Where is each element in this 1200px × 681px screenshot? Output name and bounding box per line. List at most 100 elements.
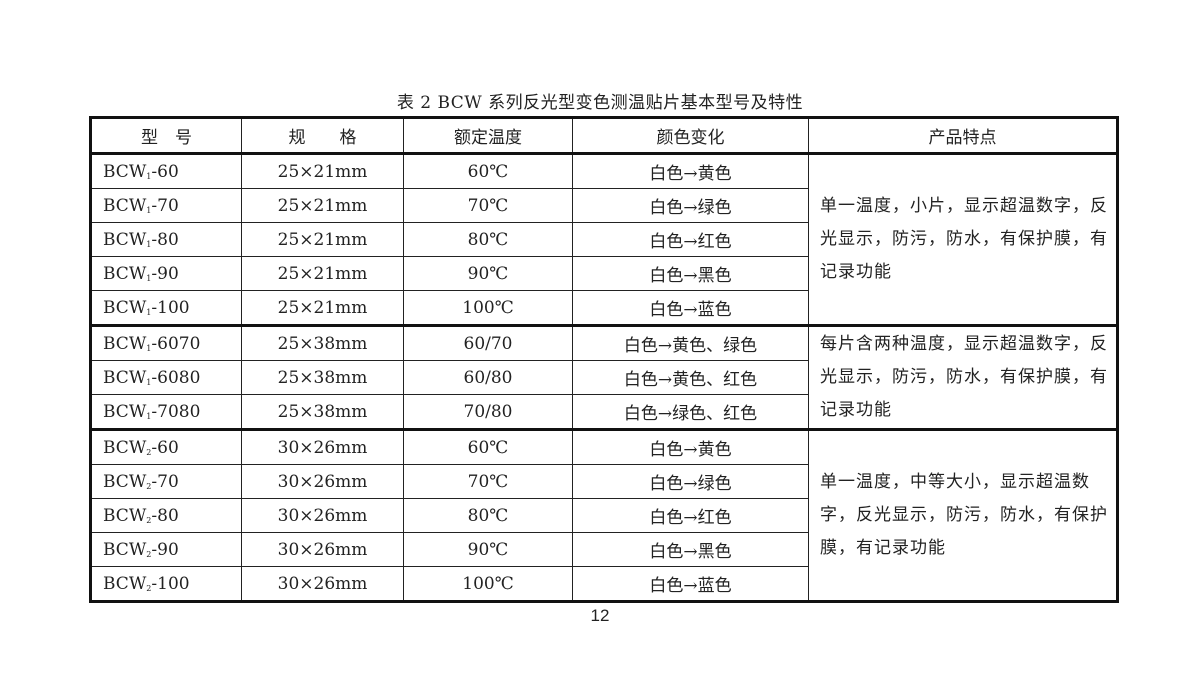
rated-temp-cell: 70℃	[403, 464, 573, 499]
table-row: BCW1-70 25×21mm 70℃ 白色→绿色	[90, 188, 1118, 223]
model-cell: BCW1-100	[90, 290, 242, 326]
table-row: BCW1-80 25×21mm 80℃ 白色→红色	[90, 222, 1118, 257]
model-subscript: 2	[146, 447, 152, 457]
size-cell: 30×26mm	[241, 566, 404, 602]
rated-temp-cell: 100℃	[403, 290, 573, 326]
color-change-cell: 白色→黑色	[572, 532, 809, 567]
rated-temp-cell: 60℃	[403, 153, 573, 189]
model-prefix: BCW	[103, 161, 147, 182]
model-suffix: -80	[151, 505, 179, 526]
model-cell: BCW2-100	[90, 566, 242, 602]
model-cell: BCW1-7080	[90, 394, 242, 430]
table-header-row: 型 号 规 格 额定温度 颜色变化 产品特点	[90, 117, 1119, 155]
model-prefix: BCW	[103, 297, 147, 318]
table-title: 表 2 BCW 系列反光型变色测温贴片基本型号及特性	[396, 93, 804, 113]
model-prefix: BCW	[103, 333, 147, 354]
page-number: 12	[590, 606, 610, 625]
model-suffix: -70	[151, 471, 179, 492]
model-prefix: BCW	[103, 401, 147, 422]
table-row: BCW2-60 30×26mm 60℃ 白色→黄色 单一温度，中等大小，显示超温数字，反…	[90, 428, 1119, 602]
model-prefix: BCW	[103, 367, 147, 388]
table-row: BCW2-100 30×26mm 100℃ 白色→蓝色	[90, 566, 1118, 602]
model-prefix: BCW	[103, 471, 147, 492]
model-subscript: 1	[146, 205, 152, 215]
model-suffix: -6080	[151, 367, 201, 388]
color-change-cell: 白色→蓝色	[572, 566, 809, 602]
model-prefix: BCW	[103, 195, 147, 216]
rated-temp-cell: 60℃	[403, 428, 573, 465]
model-cell: BCW1-60	[90, 153, 242, 189]
size-cell: 30×26mm	[241, 464, 404, 499]
color-change-cell: 白色→黑色	[572, 256, 809, 291]
model-subscript: 2	[146, 481, 152, 491]
size-cell: 25×21mm	[241, 188, 404, 223]
model-cell: BCW1-80	[90, 222, 242, 257]
model-suffix: -100	[151, 573, 190, 594]
rated-temp-cell: 60/70	[403, 324, 573, 361]
model-suffix: -60	[151, 161, 179, 182]
feature-cell: 每片含两种温度，显示超温数字，反光显示，防污，防水，有保护膜，有记录功能	[808, 324, 1119, 430]
model-suffix: -90	[151, 263, 179, 284]
model-suffix: -70	[151, 195, 179, 216]
size-cell: 25×21mm	[241, 222, 404, 257]
model-prefix: BCW	[103, 437, 147, 458]
color-change-cell: 白色→红色	[572, 222, 809, 257]
product-table: 型 号 规 格 额定温度 颜色变化 产品特点 BCW1-60 25×21mm 60℃…	[89, 116, 1119, 603]
model-prefix: BCW	[103, 539, 147, 560]
rated-temp-cell: 100℃	[403, 566, 573, 602]
rated-temp-cell: 60/80	[403, 360, 573, 395]
size-cell: 30×26mm	[241, 498, 404, 533]
model-subscript: 2	[146, 583, 152, 593]
rated-temp-cell: 70℃	[403, 188, 573, 223]
size-cell: 25×21mm	[241, 153, 404, 189]
size-cell: 25×38mm	[241, 360, 404, 395]
color-change-cell: 白色→黄色	[572, 428, 809, 465]
model-subscript: 1	[146, 377, 152, 387]
model-prefix: BCW	[103, 263, 147, 284]
size-cell: 25×38mm	[241, 394, 404, 430]
model-cell: BCW1-6070	[90, 324, 242, 361]
model-cell: BCW1-90	[90, 256, 242, 291]
model-subscript: 1	[146, 411, 152, 421]
color-change-cell: 白色→红色	[572, 498, 809, 533]
model-subscript: 2	[146, 515, 152, 525]
rated-temp-cell: 90℃	[403, 256, 573, 291]
color-change-cell: 白色→蓝色	[572, 290, 809, 326]
header-model: 型 号	[90, 117, 242, 155]
color-change-cell: 白色→黄色、绿色	[572, 324, 809, 361]
model-prefix: BCW	[103, 229, 147, 250]
table-row: BCW2-80 30×26mm 80℃ 白色→红色	[90, 498, 1118, 533]
model-subscript: 1	[146, 171, 152, 181]
model-subscript: 2	[146, 549, 152, 559]
header-temp: 额定温度	[403, 117, 573, 155]
size-cell: 25×38mm	[241, 324, 404, 361]
rated-temp-cell: 70/80	[403, 394, 573, 430]
size-cell: 30×26mm	[241, 532, 404, 567]
table-row: BCW2-90 30×26mm 90℃ 白色→黑色	[90, 532, 1118, 567]
model-cell: BCW2-90	[90, 532, 242, 567]
color-change-cell: 白色→绿色、红色	[572, 394, 809, 430]
model-prefix: BCW	[103, 573, 147, 594]
table-body: BCW1-60 25×21mm 60℃ 白色→黄色 单一温度，小片，显示超温数字，反光显…	[90, 153, 1119, 602]
model-suffix: -6070	[151, 333, 201, 354]
model-suffix: -80	[151, 229, 179, 250]
color-change-cell: 白色→黄色	[572, 153, 809, 189]
rated-temp-cell: 80℃	[403, 222, 573, 257]
color-change-cell: 白色→绿色	[572, 464, 809, 499]
model-subscript: 1	[146, 307, 152, 317]
color-change-cell: 白色→黄色、红色	[572, 360, 809, 395]
model-suffix: -7080	[151, 401, 201, 422]
table-row: BCW1-100 25×21mm 100℃ 白色→蓝色	[90, 290, 1118, 326]
model-subscript: 1	[146, 239, 152, 249]
size-cell: 30×26mm	[241, 428, 404, 465]
table-row: BCW1-60 25×21mm 60℃ 白色→黄色 单一温度，小片，显示超温数字，反光显…	[90, 153, 1119, 326]
model-subscript: 1	[146, 343, 152, 353]
model-suffix: -60	[151, 437, 179, 458]
feature-cell: 单一温度，中等大小，显示超温数字，反光显示，防污，防水，有保护膜，有记录功能	[808, 428, 1119, 602]
model-subscript: 1	[146, 273, 152, 283]
size-cell: 25×21mm	[241, 290, 404, 326]
table-row: BCW1-6070 25×38mm 60/70 白色→黄色、绿色 每片含两种温度，显示超…	[90, 324, 1119, 430]
model-cell: BCW1-70	[90, 188, 242, 223]
model-suffix: -90	[151, 539, 179, 560]
rated-temp-cell: 80℃	[403, 498, 573, 533]
